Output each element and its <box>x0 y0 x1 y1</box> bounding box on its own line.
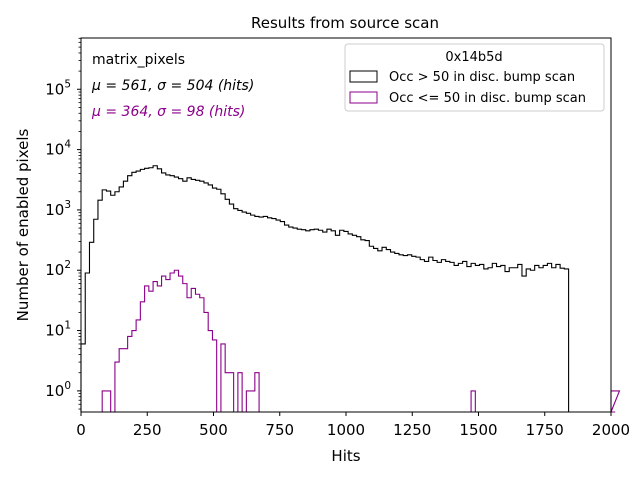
x-tick-label: 1250 <box>393 421 431 439</box>
y-tick-label: 105 <box>45 78 71 98</box>
legend-label-under-50: Occ <= 50 in disc. bump scan <box>389 91 586 106</box>
annotation-stats-under-50: μ = 364, σ = 98 (hits) <box>91 104 245 120</box>
y-tick-label: 103 <box>45 199 71 219</box>
annotation-name: matrix_pixels <box>92 52 185 68</box>
y-tick-label: 100 <box>45 380 71 400</box>
x-tick-label: 250 <box>133 421 162 439</box>
legend-swatch-over-50 <box>349 70 378 83</box>
y-axis-ticks: 100 101 102 103 104 105 <box>45 37 81 410</box>
histogram-series-2 <box>101 269 621 413</box>
legend-title: 0x14b5d <box>445 50 502 65</box>
chart-title: Results from source scan <box>251 14 439 32</box>
x-axis-label: Hits <box>331 447 360 465</box>
x-tick-label: 750 <box>265 421 294 439</box>
legend-swatch-under-50 <box>349 91 378 104</box>
y-axis-label: Number of enabled pixels <box>14 128 32 321</box>
legend: 0x14b5d Occ > 50 in disc. bump scan Occ … <box>344 43 605 112</box>
y-tick-label: 104 <box>45 139 71 159</box>
legend-box <box>344 43 605 112</box>
x-tick-label: 500 <box>199 421 228 439</box>
x-tick-label: 1750 <box>526 421 564 439</box>
x-tick-label: 1500 <box>459 421 497 439</box>
histogram-series-1 <box>80 165 570 412</box>
x-tick-label: 0 <box>76 421 86 439</box>
series-layer <box>80 165 621 413</box>
y-tick-label: 102 <box>45 259 71 279</box>
legend-label-over-50: Occ > 50 in disc. bump scan <box>389 70 575 85</box>
x-tick-label: 2000 <box>592 421 630 439</box>
annotation-stats-over-50: μ = 561, σ = 504 (hits) <box>91 78 254 94</box>
y-tick-label: 101 <box>45 320 71 340</box>
x-tick-label: 1000 <box>327 421 365 439</box>
x-axis-ticks: 0 250 500 750 1000 1250 1500 1750 2000 <box>76 412 630 439</box>
